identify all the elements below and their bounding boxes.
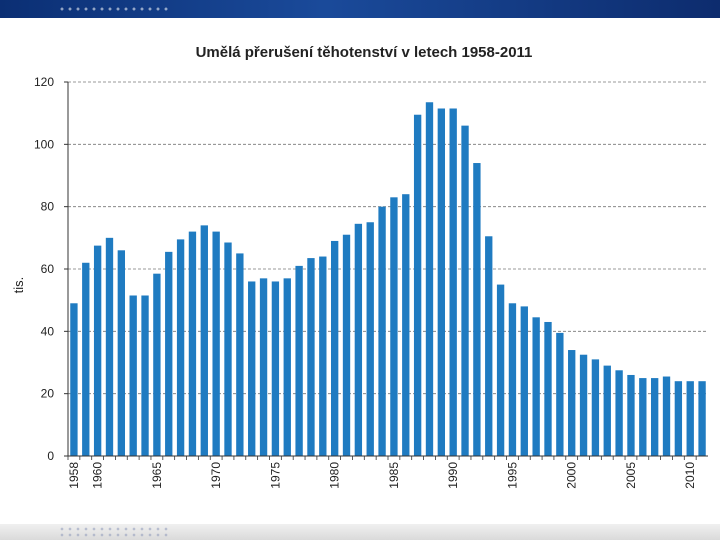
x-tick-label: 1958	[67, 462, 81, 489]
bar-1968	[188, 231, 197, 456]
x-tick-label: 1990	[446, 462, 460, 489]
y-ticks: 0 20 40 60 80 100 120	[34, 75, 68, 463]
bar-1966	[165, 251, 173, 456]
x-tick-label: 1970	[209, 462, 223, 489]
y-axis-label: tis.	[11, 277, 26, 294]
bar-2006	[639, 378, 647, 456]
x-tick-label: 1995	[505, 462, 519, 489]
bar-1976	[283, 278, 291, 456]
bar-1983	[366, 222, 374, 456]
bar-1981	[342, 234, 351, 456]
bar-1997	[532, 317, 540, 456]
bar-1987	[413, 114, 422, 456]
x-tick-label: 1975	[268, 462, 282, 489]
bar-1974	[259, 278, 268, 456]
bar-1999	[556, 332, 564, 456]
y-tick-label: 60	[41, 262, 55, 276]
bar-1979	[319, 256, 327, 456]
bar-2008	[662, 376, 671, 456]
bar-1961	[105, 237, 114, 456]
chart-title: Umělá přerušení těhotenství v letech 195…	[196, 44, 533, 61]
bar-1958	[70, 303, 78, 456]
bar-1991	[461, 125, 469, 456]
bar-2007	[650, 378, 659, 456]
y-tick-label: 0	[47, 449, 54, 463]
x-tick-label: 2010	[683, 462, 697, 489]
bar-1984	[378, 206, 386, 456]
bar-1986	[402, 194, 410, 456]
bar-2000	[568, 350, 576, 456]
banner-dot-pattern	[58, 5, 168, 15]
bar-1970	[212, 231, 220, 456]
x-tick-label: 2005	[624, 462, 638, 489]
x-tick-label: 2000	[565, 462, 579, 489]
bar-1998	[544, 321, 552, 456]
bar-2001	[579, 354, 588, 456]
x-ticks: 1958 1960 1965 1970 1975 1980 1985 1990 1995 2000…	[67, 456, 697, 489]
bar-1971	[224, 242, 232, 456]
bar-2010	[686, 381, 694, 456]
x-tick-label: 1965	[150, 462, 164, 489]
bar-1978	[307, 258, 315, 456]
bar-1992	[473, 163, 481, 457]
bar-2005	[627, 374, 635, 456]
gridlines	[68, 81, 708, 395]
bar-1962	[117, 250, 126, 456]
bar-1988	[425, 102, 434, 456]
bar-1980	[330, 240, 339, 456]
bar-2002	[591, 359, 600, 456]
bar-1994	[496, 284, 505, 456]
y-tick-label: 20	[41, 387, 55, 401]
bar-2003	[603, 365, 611, 456]
bar-1972	[236, 253, 244, 456]
y-tick-label: 80	[41, 200, 55, 214]
bar-1964	[141, 295, 149, 456]
bar-1963	[129, 295, 137, 456]
bar-1969	[200, 225, 208, 456]
bars	[70, 102, 706, 457]
bar-1995	[508, 303, 517, 456]
bar-1977	[295, 265, 303, 456]
bottom-bar	[0, 524, 720, 540]
bar-1985	[390, 197, 398, 457]
top-banner	[0, 0, 720, 18]
y-tick-label: 120	[34, 75, 54, 89]
bar-1973	[248, 281, 256, 456]
bar-2009	[674, 381, 683, 456]
bar-1967	[176, 239, 185, 456]
bar-1989	[437, 108, 446, 456]
y-tick-label: 40	[41, 324, 55, 338]
bar-1982	[354, 223, 363, 456]
x-tick-label: 1980	[328, 462, 342, 489]
x-tick-label: 1985	[387, 462, 401, 489]
bottom-dot-pattern	[58, 526, 168, 538]
bar-2004	[615, 370, 623, 456]
bar-1965	[153, 273, 161, 456]
bar-1993	[485, 236, 493, 456]
bar-1960	[93, 245, 102, 456]
bar-1996	[520, 306, 528, 456]
y-tick-label: 100	[34, 137, 54, 151]
bar-1959	[82, 262, 90, 456]
x-tick-label: 1960	[91, 462, 105, 489]
bar-1975	[271, 281, 280, 456]
bar-1990	[449, 108, 457, 456]
bar-2011	[698, 381, 706, 456]
